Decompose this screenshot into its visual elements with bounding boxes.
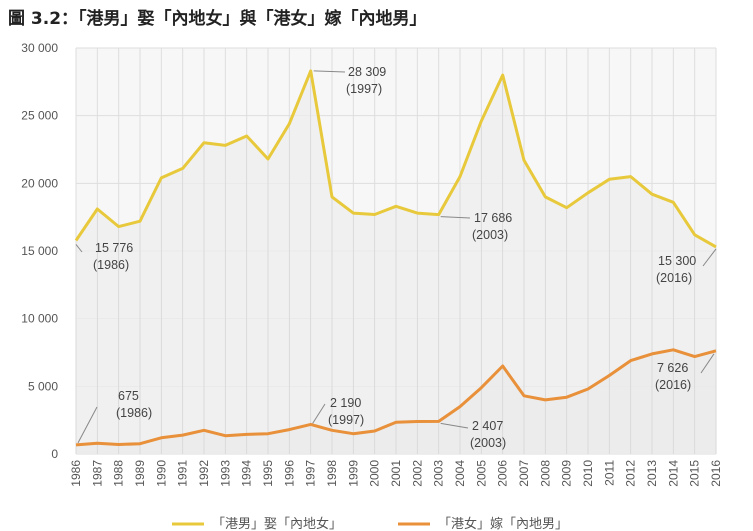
x-tick-label: 2002 — [410, 460, 424, 487]
x-tick-label: 2009 — [560, 460, 574, 487]
x-tick-label: 2001 — [389, 460, 403, 487]
annotation-value: 675 — [118, 389, 139, 403]
x-tick-label: 1986 — [69, 460, 83, 487]
x-axis-ticks: 1986 1987 1988 1989 1990 1991 1992 1993 1994 1995… — [69, 460, 723, 487]
x-tick-label: 1988 — [112, 460, 126, 487]
x-tick-label: 1997 — [304, 460, 318, 487]
y-tick-label: 20 000 — [21, 176, 58, 190]
x-tick-label: 1987 — [90, 460, 104, 487]
x-tick-label: 1991 — [176, 460, 190, 487]
y-tick-label: 10 000 — [21, 312, 58, 326]
y-tick-label: 0 — [51, 447, 58, 461]
annotation-leader — [440, 216, 471, 219]
annotation-year: (1997) — [328, 413, 364, 427]
x-tick-label: 2013 — [645, 460, 659, 487]
series-line — [74, 69, 717, 249]
annotation-leader — [75, 244, 83, 253]
x-tick-label: 2012 — [624, 460, 638, 487]
annotation-year: (2003) — [470, 436, 506, 450]
page-title: 圖 3.2：「港男」娶「內地女」與「港女」嫁「內地男」 — [8, 9, 427, 29]
x-tick-label: 1993 — [218, 460, 232, 487]
annotation-value: 15 776 — [95, 241, 133, 255]
x-tick-label: 2014 — [666, 460, 680, 487]
annotation-value: 15 300 — [658, 254, 696, 268]
x-tick-label: 1989 — [133, 460, 147, 487]
y-tick-label: 30 000 — [21, 41, 58, 55]
x-tick-label: 1992 — [197, 460, 211, 487]
annotation-leader — [702, 248, 717, 267]
y-tick-label: 25 000 — [21, 109, 58, 123]
x-tick-label: 2006 — [496, 460, 510, 487]
annotation-leader — [700, 353, 715, 374]
data-annotations: 15 776 (1986) 28 309 (1997) 17 686 (2003) 15 3… — [75, 65, 717, 450]
x-tick-label: 1998 — [325, 460, 339, 487]
x-tick-label: 2008 — [538, 460, 552, 487]
annotation-year: (2016) — [655, 378, 691, 392]
x-tick-label: 1999 — [346, 460, 360, 487]
annotation-value: 2 407 — [472, 419, 503, 433]
annotation-value: 28 309 — [348, 65, 386, 79]
x-tick-label: 1995 — [261, 460, 275, 487]
series-line — [75, 348, 717, 447]
annotation-leader — [77, 406, 98, 444]
x-tick-label: 2010 — [581, 460, 595, 487]
x-tick-label: 2016 — [709, 460, 723, 487]
y-axis-ticks: 0 5 000 10 000 15 000 20 000 25 000 30 000 — [21, 41, 58, 461]
x-tick-label: 1990 — [154, 460, 168, 487]
x-tick-label: 2007 — [517, 460, 531, 487]
x-tick-label: 1996 — [282, 460, 296, 487]
annotation-year: (1997) — [346, 82, 382, 96]
x-tick-label: 2003 — [432, 460, 446, 487]
y-tick-label: 15 000 — [21, 244, 58, 258]
legend-label: 「港男」娶「內地女」 — [212, 516, 342, 531]
x-tick-label: 2004 — [453, 460, 467, 487]
annotation-year: (2003) — [472, 228, 508, 242]
series-lines — [74, 69, 717, 447]
x-tick-label: 2005 — [474, 460, 488, 487]
series-areas — [75, 70, 717, 455]
annotation-value: 7 626 — [657, 361, 688, 375]
annotation-value: 17 686 — [474, 211, 512, 225]
annotation-year: (2016) — [656, 271, 692, 285]
annotation-leader — [312, 403, 326, 424]
annotation-leader — [440, 422, 469, 429]
annotation-leader — [313, 70, 346, 73]
annotation-year: (1986) — [93, 258, 129, 272]
x-tick-label: 2015 — [688, 460, 702, 487]
x-tick-label: 2011 — [602, 460, 616, 486]
series-area — [76, 349, 716, 454]
annotation-year: (1986) — [116, 406, 152, 420]
y-tick-label: 5 000 — [28, 379, 58, 393]
x-tick-label: 1994 — [240, 460, 254, 487]
annotation-value: 2 190 — [330, 396, 361, 410]
legend: 「港男」娶「內地女」 「港女」嫁「內地男」 — [172, 516, 568, 531]
x-tick-label: 2000 — [368, 460, 382, 487]
legend-label: 「港女」嫁「內地男」 — [438, 516, 568, 531]
